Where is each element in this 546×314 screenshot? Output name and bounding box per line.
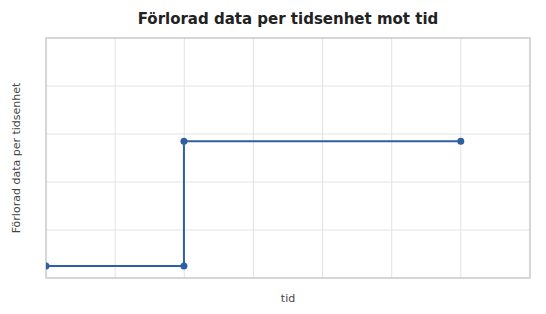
x-grid-line (322, 38, 323, 278)
plot-area (46, 38, 530, 278)
y-axis-label: Förlorad data per tidsenhet (10, 82, 23, 233)
point (180, 263, 187, 270)
chart: Förlorad data per tidsenhet mot tid tid Fö… (0, 0, 546, 314)
data-layer (46, 138, 464, 270)
x-grid-line (460, 38, 461, 278)
x-grid-line (391, 38, 392, 278)
grid (46, 38, 530, 278)
plot-frame (46, 38, 530, 278)
x-axis-label: tid (281, 292, 295, 305)
y-grid-line (46, 134, 530, 135)
y-grid-line (46, 230, 530, 231)
line (46, 141, 461, 266)
point (46, 263, 50, 270)
point (180, 138, 187, 145)
chart-container: Förlorad data per tidsenhet mot tid tid Fö… (0, 0, 546, 314)
title: Förlorad data per tidsenhet mot tid (138, 10, 439, 28)
y-grid-line (46, 182, 530, 183)
point (457, 138, 464, 145)
x-grid-line (115, 38, 116, 278)
y-grid-line (46, 86, 530, 87)
x-grid-line (253, 38, 254, 278)
